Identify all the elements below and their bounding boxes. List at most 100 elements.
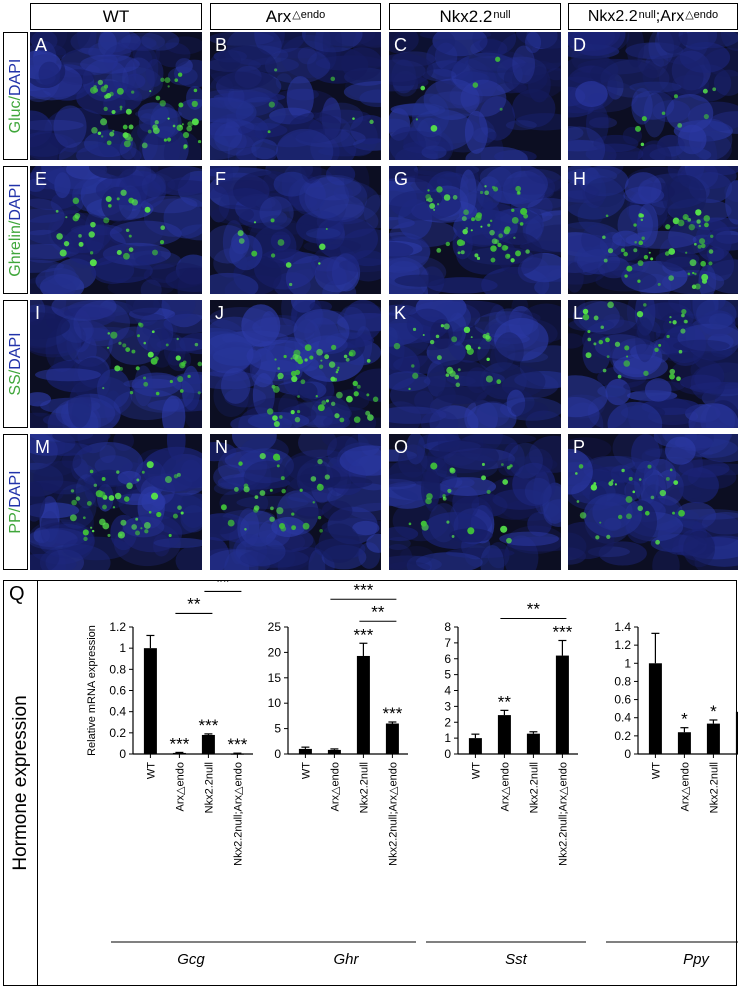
- marker-signal: [107, 346, 110, 349]
- row-label-ghrelin: Ghrelin/DAPI: [3, 166, 28, 294]
- marker-signal: [118, 341, 122, 345]
- marker-signal: [412, 372, 419, 379]
- dapi-signal: [607, 401, 663, 428]
- dapi-signal: [339, 228, 381, 267]
- marker-signal: [659, 489, 667, 497]
- marker-signal: [365, 410, 371, 416]
- dapi-signal: [123, 378, 177, 389]
- significance-label: ***: [382, 704, 402, 723]
- marker-signal: [650, 495, 655, 500]
- marker-signal: [525, 249, 530, 254]
- marker-signal: [312, 501, 315, 504]
- counterstain-label: DAPI: [6, 332, 24, 370]
- dapi-signal: [251, 139, 279, 160]
- dapi-signal: [363, 194, 381, 229]
- dapi-signal: [210, 97, 254, 123]
- marker-signal: [461, 216, 467, 222]
- dapi-signal: [652, 547, 680, 570]
- dapi-signal: [648, 32, 675, 67]
- category-label: Nkx2.2null;Arx△endo: [737, 762, 738, 866]
- marker-signal: [309, 355, 314, 360]
- marker-signal: [111, 109, 116, 115]
- dapi-signal: [612, 434, 663, 470]
- marker-signal: [100, 118, 108, 126]
- marker-signal: [237, 230, 244, 237]
- marker-signal: [637, 505, 643, 511]
- dapi-signal: [75, 474, 98, 509]
- marker-signal: [575, 472, 578, 475]
- marker-signal: [637, 260, 644, 267]
- marker-signal: [681, 313, 685, 318]
- dapi-signal: [319, 102, 364, 132]
- marker-signal: [127, 136, 133, 142]
- dapi-signal: [662, 270, 725, 294]
- marker-signal: [335, 370, 339, 374]
- marker-signal: [316, 348, 323, 356]
- dapi-signal: [303, 239, 362, 254]
- dapi-signal: [88, 41, 132, 63]
- marker-signal: [665, 477, 670, 481]
- marker-signal: [105, 92, 112, 99]
- marker-signal: [297, 395, 300, 398]
- marker-signal: [155, 95, 161, 101]
- marker-signal: [294, 416, 301, 423]
- dapi-signal: [71, 396, 91, 428]
- marker-signal: [147, 351, 154, 358]
- bracket-significance-label: **: [371, 602, 385, 621]
- dapi-signal: [276, 128, 334, 160]
- marker-signal: [457, 251, 461, 255]
- marker-signal: [666, 334, 670, 339]
- dapi-signal: [679, 374, 722, 390]
- gene-label: Ppy: [683, 951, 710, 968]
- counterstain-label: DAPI: [6, 58, 24, 96]
- dapi-signal: [318, 523, 360, 563]
- marker-signal: [194, 342, 199, 347]
- marker-signal: [632, 490, 636, 494]
- marker-signal: [154, 356, 159, 362]
- dapi-signal: [568, 221, 622, 258]
- marker-signal: [108, 203, 112, 208]
- dapi-signal: [30, 434, 58, 470]
- dapi-signal: [133, 245, 162, 265]
- marker-signal: [435, 334, 440, 339]
- marker-signal: [55, 209, 59, 213]
- marker-signal: [272, 453, 281, 461]
- marker-signal: [635, 125, 642, 132]
- marker-signal: [321, 400, 327, 406]
- bar: [327, 749, 341, 754]
- dapi-signal: [465, 146, 528, 160]
- marker-signal: [420, 520, 427, 527]
- microscopy-panel: K: [389, 300, 561, 428]
- marker-signal: [116, 197, 120, 201]
- bar: [201, 734, 215, 754]
- marker-signal: [168, 533, 172, 537]
- marker-signal: [141, 142, 148, 149]
- marker-signal: [621, 468, 625, 473]
- y-tick-label: 6: [444, 652, 451, 666]
- marker-signal: [328, 361, 336, 368]
- marker-signal: [93, 483, 98, 488]
- marker-signal: [587, 330, 591, 334]
- marker-signal: [175, 355, 181, 361]
- marker-signal: [480, 225, 483, 228]
- marker-signal: [177, 505, 182, 510]
- column-header-sup: △endo: [685, 9, 719, 21]
- marker-signal: [495, 56, 501, 62]
- marker-signal: [633, 248, 638, 253]
- fluorescence-image: [389, 434, 561, 570]
- dapi-signal: [165, 36, 202, 55]
- marker-signal: [672, 511, 675, 515]
- marker-signal: [315, 395, 318, 398]
- marker-signal: [501, 244, 508, 251]
- marker-signal: [107, 332, 111, 335]
- dapi-signal: [662, 325, 707, 363]
- dapi-signal: [355, 417, 381, 428]
- marker-signal: [197, 139, 202, 144]
- dapi-signal: [524, 166, 561, 184]
- dapi-signal: [210, 327, 238, 340]
- marker-signal: [668, 248, 676, 255]
- fluorescence-image: [30, 166, 202, 294]
- marker-signal: [669, 373, 675, 380]
- marker-signal: [131, 524, 138, 530]
- bracket-significance-label: **: [216, 581, 230, 591]
